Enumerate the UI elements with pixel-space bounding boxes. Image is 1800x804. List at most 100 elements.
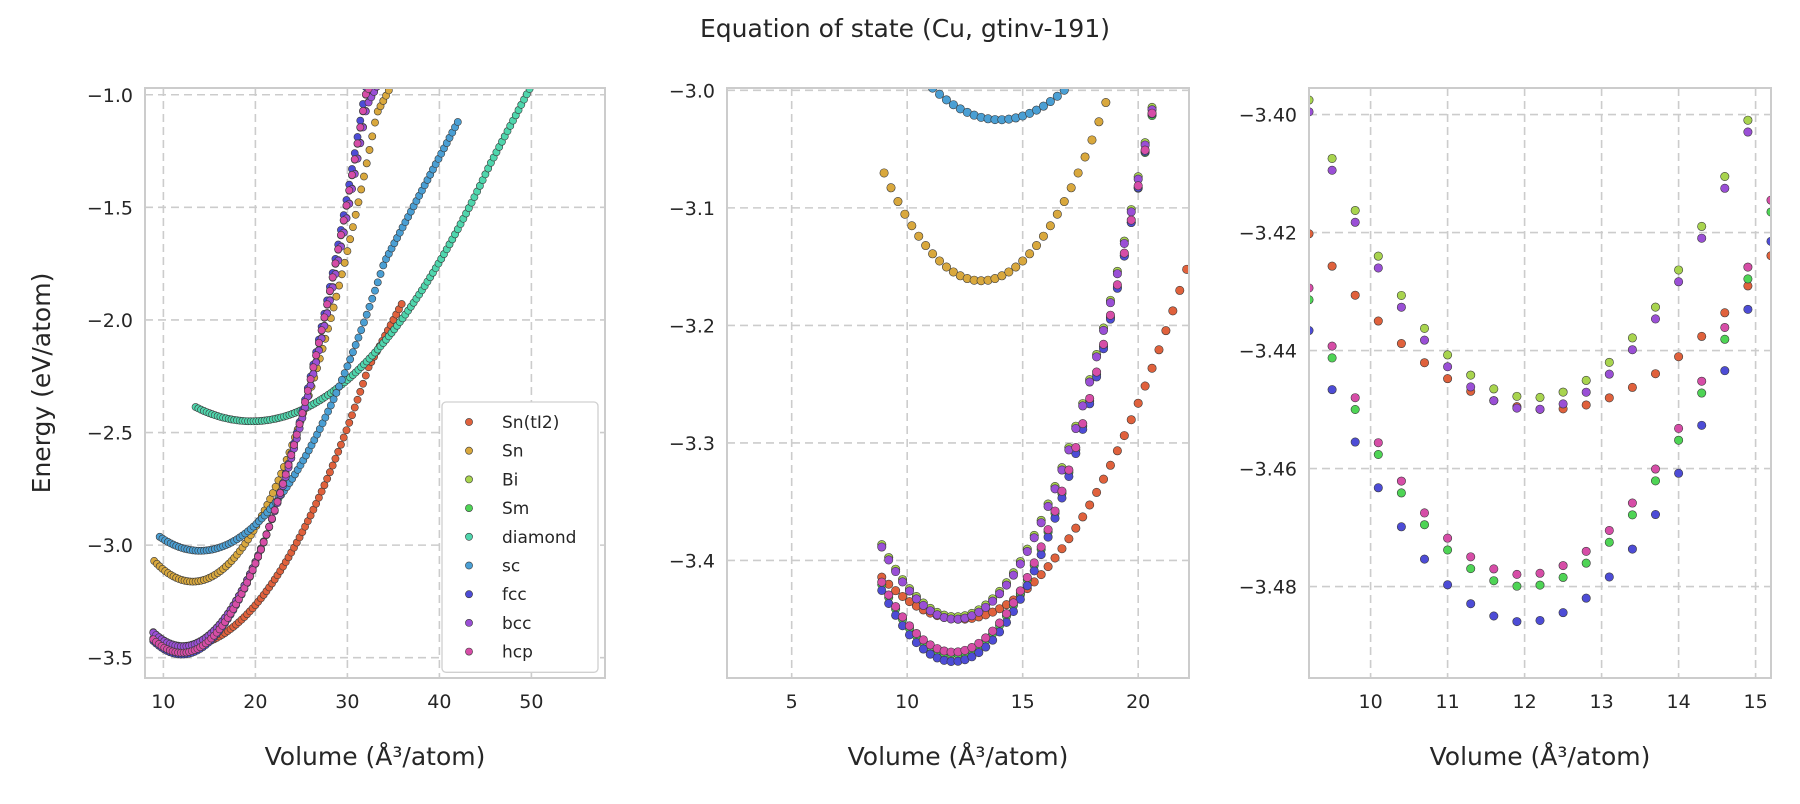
point-bcc — [1443, 362, 1453, 372]
point-fcc — [1443, 580, 1453, 590]
point-bi — [1535, 392, 1545, 402]
point-sn — [371, 118, 379, 127]
point-sn — [886, 183, 896, 193]
point-sc — [935, 89, 945, 99]
point-bcc — [1604, 369, 1614, 379]
point-bi — [1604, 357, 1614, 367]
chart-title: Equation of state (Cu, gtinv-191) — [700, 14, 1110, 43]
point-sn — [1101, 98, 1111, 108]
point-sn — [1109, 78, 1117, 86]
point-sc — [1095, 46, 1103, 54]
point-sm — [1350, 404, 1360, 414]
point-sm — [1697, 388, 1707, 398]
point-bcc — [1373, 263, 1383, 273]
point-sn-ti2- — [1396, 339, 1406, 349]
point-sn-ti2- — [1126, 415, 1136, 425]
point-sm — [1327, 353, 1337, 363]
point-hcp — [257, 545, 265, 554]
point-hcp — [891, 602, 901, 612]
point-sn-ti2- — [1036, 570, 1046, 580]
y-tick-label: −3.42 — [1239, 223, 1297, 245]
point-hcp — [1008, 598, 1018, 608]
point-bcc — [1162, 31, 1170, 39]
point-bcc — [1489, 396, 1499, 406]
point-sm — [1443, 545, 1453, 555]
point-bi — [1443, 350, 1453, 360]
point-hcp — [287, 451, 296, 459]
point-fcc — [1489, 611, 1499, 621]
point-sn — [1052, 209, 1062, 219]
point-hcp — [270, 506, 279, 515]
point-bcc — [995, 589, 1005, 599]
point-sn-ti2- — [356, 387, 365, 396]
point-fcc — [1350, 437, 1360, 447]
point-sn-ti2- — [1581, 400, 1591, 410]
point-hcp — [1064, 465, 1074, 475]
point-hcp — [350, 155, 359, 164]
point-hcp — [279, 479, 287, 488]
point-sn-ti2- — [1168, 306, 1178, 316]
point-diamond — [531, 75, 538, 82]
point-hcp — [884, 590, 894, 600]
point-bi — [1420, 323, 1430, 333]
point-hcp — [337, 231, 345, 239]
point-fcc — [967, 652, 977, 662]
legend-label: sc — [502, 557, 520, 577]
point-hcp — [1697, 376, 1707, 386]
point-sn — [354, 198, 363, 207]
point-hcp — [290, 441, 298, 449]
legend-marker — [465, 504, 473, 512]
point-bi — [376, 77, 383, 84]
point-sn — [921, 241, 931, 251]
point-sn-ti2- — [328, 461, 337, 470]
point-hcp — [368, 80, 375, 87]
point-sc — [351, 341, 360, 349]
point-sn-ti2- — [342, 426, 351, 435]
point-hcp — [317, 326, 326, 335]
point-bcc — [1327, 165, 1337, 175]
point-sn — [997, 271, 1007, 281]
point-bcc — [1105, 298, 1115, 308]
point-hcp — [967, 642, 977, 652]
point-hcp — [1043, 525, 1053, 535]
point-bcc — [988, 596, 998, 606]
point-fcc — [1466, 599, 1476, 609]
point-sc — [371, 286, 379, 295]
point-sn-ti2- — [345, 418, 354, 427]
point-fcc — [1697, 420, 1707, 430]
point-bcc — [925, 606, 935, 616]
y-tick-label: −3.46 — [1239, 459, 1297, 481]
point-sm — [1155, 73, 1163, 81]
point-bcc — [1092, 352, 1102, 362]
point-hcp — [1029, 558, 1039, 568]
point-sc — [349, 348, 357, 357]
y-tick-label: −3.44 — [1239, 341, 1297, 363]
point-bcc — [1581, 387, 1591, 397]
point-sn-ti2- — [1064, 534, 1074, 544]
point-bi — [1581, 375, 1591, 385]
point-sn — [941, 262, 951, 272]
x-tick-label: 10 — [895, 691, 919, 713]
point-hcp — [303, 386, 312, 395]
legend-label: diamond — [502, 528, 576, 548]
points-group — [877, 31, 1189, 666]
legend-marker — [465, 619, 473, 627]
point-hcp — [339, 216, 348, 225]
point-sn — [351, 210, 360, 219]
point-hcp — [981, 633, 991, 643]
point-bi — [1743, 115, 1753, 125]
point-sn-ti2- — [1133, 398, 1143, 408]
point-fcc — [1558, 608, 1568, 618]
point-hcp — [1743, 262, 1753, 272]
x-axis-label: Volume (Å³/atom) — [265, 742, 486, 771]
point-sn-ti2- — [361, 371, 370, 380]
point-sc — [354, 333, 363, 342]
point-sc — [373, 278, 382, 287]
point-fcc — [925, 649, 935, 659]
point-bi — [1558, 387, 1568, 397]
point-bcc — [1627, 345, 1637, 355]
point-sm — [1581, 558, 1591, 568]
point-bcc — [1126, 207, 1136, 217]
point-hcp — [370, 75, 377, 82]
x-tick-label: 30 — [335, 691, 359, 713]
